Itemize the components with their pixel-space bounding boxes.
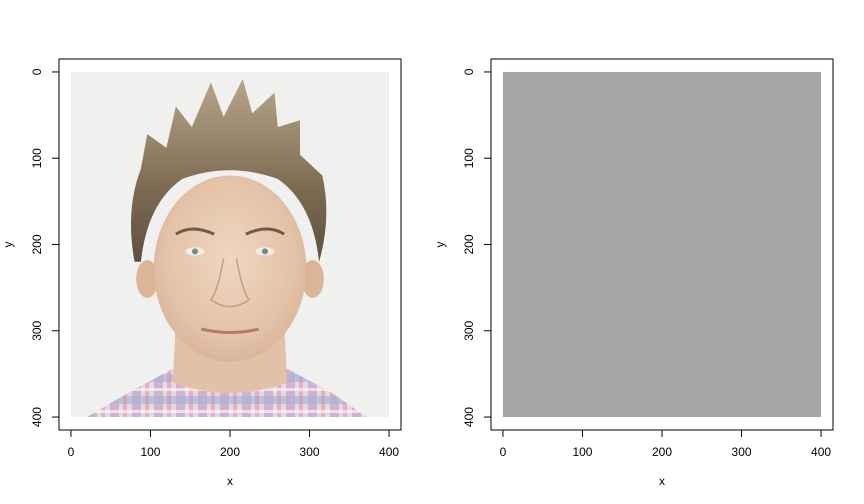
- mouth: [201, 327, 259, 335]
- x-tick-label: 100: [140, 445, 160, 459]
- right-eyebrow: [245, 227, 285, 236]
- axes: 0 100 200 300 400 x 0 100 200 300 400 y: [1, 58, 402, 488]
- x-tick-label: 100: [572, 445, 592, 459]
- y-tick-label: 300: [462, 320, 476, 340]
- x-tick-label: 300: [732, 445, 752, 459]
- y-tick-label: 200: [462, 234, 476, 254]
- x-axis-title: x: [659, 474, 665, 488]
- x-tick-label: 200: [652, 445, 672, 459]
- plot-image-gray: [502, 71, 822, 418]
- x-axis-title: x: [227, 474, 233, 488]
- left-eyebrow: [175, 227, 215, 236]
- hair: [130, 78, 327, 262]
- y-tick-label: 0: [30, 68, 44, 75]
- panel-photo: 0 100 200 300 400 x 0 100 200 300 400 y: [1, 58, 402, 488]
- plot-image-photo: [70, 71, 390, 418]
- y-tick-label: 400: [30, 407, 44, 427]
- gray-image-rect: [502, 71, 822, 418]
- right-ear: [301, 260, 324, 298]
- x-tick-label: 400: [379, 445, 399, 459]
- y-tick-label: 100: [462, 148, 476, 168]
- x-tick-label: 0: [68, 445, 75, 459]
- left-ear: [136, 260, 159, 298]
- x-tick-label: 300: [300, 445, 320, 459]
- y-tick-label: 300: [30, 320, 44, 340]
- y-axis-title: y: [1, 242, 15, 248]
- portrait-photo: [70, 71, 390, 418]
- shirt: [86, 368, 367, 418]
- y-tick-label: 400: [462, 407, 476, 427]
- nose: [209, 258, 251, 308]
- face: [153, 175, 307, 362]
- y-tick-label: 0: [462, 68, 476, 75]
- y-tick-label: 100: [30, 148, 44, 168]
- x-tick-label: 200: [220, 445, 240, 459]
- y-axis-title: y: [433, 242, 447, 248]
- y-tick-label: 200: [30, 234, 44, 254]
- x-tick-label: 0: [500, 445, 507, 459]
- x-tick-label: 400: [811, 445, 831, 459]
- axes: 0 100 200 300 400 x 0 100 200 300 400 y: [433, 58, 834, 488]
- right-iris: [261, 248, 268, 255]
- panel-gray: 0 100 200 300 400 x 0 100 200 300 400 y: [433, 58, 834, 488]
- left-iris: [192, 248, 199, 255]
